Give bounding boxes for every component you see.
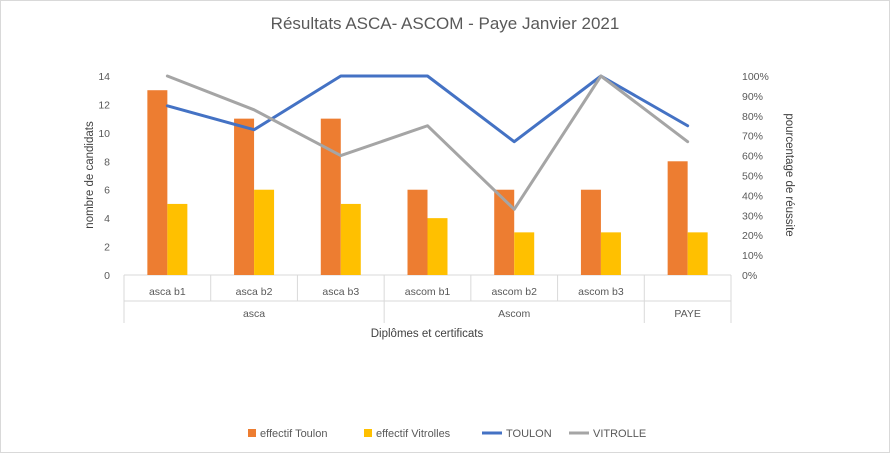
legend: effectif Toulon effectif Vitrolles TOULON V… xyxy=(248,428,646,440)
legend-label: VITROLLE xyxy=(593,428,646,440)
y-tick-label: 4 xyxy=(104,213,110,225)
bar xyxy=(580,189,601,275)
y2-tick-label: 60% xyxy=(742,151,763,163)
bar xyxy=(340,203,361,275)
group-label: Ascom xyxy=(498,308,530,320)
chart-title: Résultats ASCA- ASCOM - Paye Janvier 202… xyxy=(271,14,620,33)
x-tick-label: ascom b2 xyxy=(491,286,537,298)
series-line xyxy=(165,74,690,211)
bar xyxy=(407,189,428,275)
bar xyxy=(427,218,448,275)
bar xyxy=(320,118,341,276)
x-tick-label: asca b1 xyxy=(149,286,186,298)
bar xyxy=(147,90,168,275)
y2-tick-label: 40% xyxy=(742,190,763,202)
y2-tick-label: 90% xyxy=(742,91,763,103)
legend-swatch xyxy=(364,429,372,437)
y-tick-label: 8 xyxy=(104,156,110,168)
y-tick-label: 12 xyxy=(98,99,110,111)
y-tick-label: 14 xyxy=(98,71,110,83)
bar xyxy=(254,189,275,275)
y2-tick-label: 20% xyxy=(742,230,763,242)
bar xyxy=(494,189,515,275)
y-tick-label: 2 xyxy=(104,242,110,254)
bar xyxy=(234,118,255,276)
legend-label: TOULON xyxy=(506,428,552,440)
y-tick-label: 6 xyxy=(104,185,110,197)
y2-axis-title: pourcentage de réussite xyxy=(783,113,795,236)
y2-tick-label: 10% xyxy=(742,250,763,262)
bar xyxy=(687,232,708,275)
y-tick-label: 10 xyxy=(98,128,110,140)
y2-tick-label: 70% xyxy=(742,131,763,143)
bar xyxy=(600,232,621,275)
y2-tick-label: 80% xyxy=(742,111,763,123)
y2-tick-label: 0% xyxy=(742,270,757,282)
y2-tick-label: 100% xyxy=(742,71,769,83)
x-axis-title: Diplômes et certificats xyxy=(371,328,484,340)
x-tick-label: asca b3 xyxy=(322,286,359,298)
y-axis-title: nombre de candidats xyxy=(84,121,96,229)
x-tick-label: ascom b3 xyxy=(578,286,624,298)
y2-tick-label: 50% xyxy=(742,171,763,183)
bar xyxy=(667,161,688,275)
bar xyxy=(514,232,535,275)
x-tick-label: asca b2 xyxy=(236,286,273,298)
y2-tick-label: 30% xyxy=(742,210,763,222)
x-tick-label: ascom b1 xyxy=(405,286,451,298)
legend-label: effectif Vitrolles xyxy=(376,428,451,440)
legend-label: effectif Toulon xyxy=(260,428,327,440)
plot-layer: 0 2 4 6 8 10 12 14 0% 10% 20% 30% 40% 50% 60% 70% 80% 90%… xyxy=(98,71,769,323)
bar xyxy=(167,203,188,275)
group-label: PAYE xyxy=(674,308,700,320)
legend-swatch xyxy=(248,429,256,437)
y-tick-label: 0 xyxy=(104,270,110,282)
group-label: asca xyxy=(243,308,265,320)
